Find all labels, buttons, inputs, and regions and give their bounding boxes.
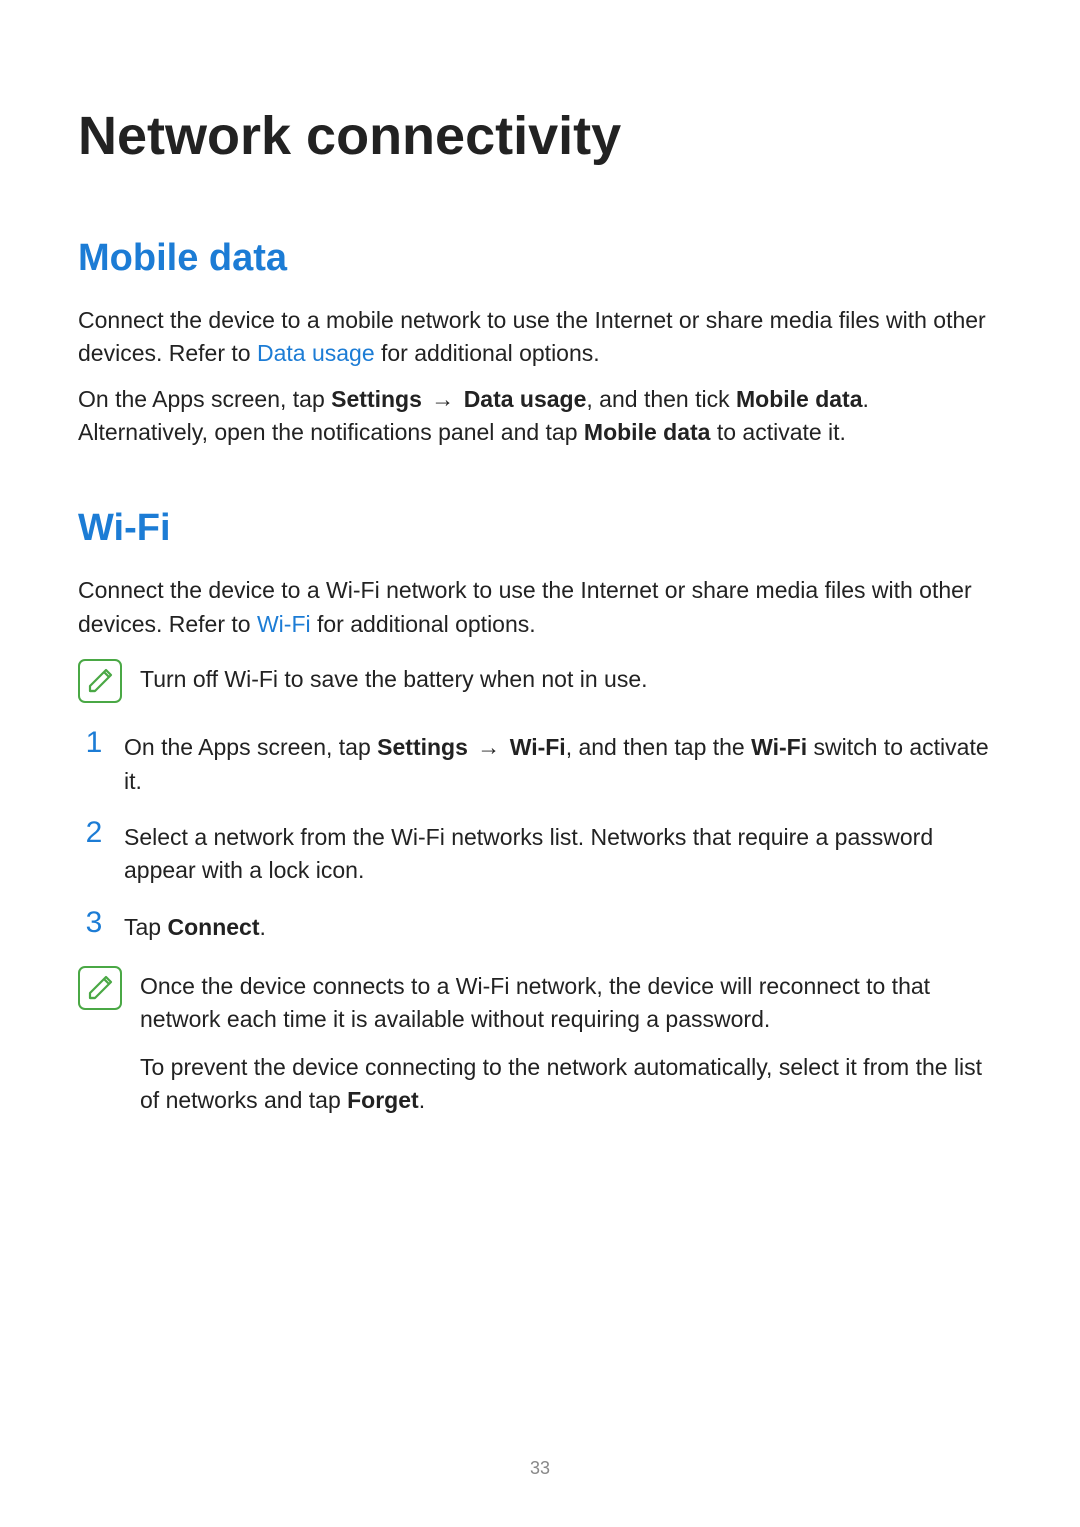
- step-3: 3 Tap Connect.: [78, 908, 1002, 944]
- step-1-body: On the Apps screen, tap Settings → Wi-Fi…: [124, 728, 1002, 798]
- text: .: [419, 1087, 425, 1113]
- bold-mobile-data-2: Mobile data: [584, 419, 711, 445]
- text: Tap: [124, 914, 167, 940]
- bold-connect: Connect: [167, 914, 259, 940]
- arrow-icon: →: [468, 734, 510, 760]
- text: , and then tap the: [566, 734, 751, 760]
- step-2: 2 Select a network from the Wi-Fi networ…: [78, 818, 1002, 888]
- note-battery: Turn off Wi-Fi to save the battery when …: [78, 657, 1002, 710]
- note-icon: [78, 659, 122, 703]
- note-reconnect: Once the device connects to a Wi-Fi netw…: [78, 964, 1002, 1131]
- note-text: Once the device connects to a Wi-Fi netw…: [140, 964, 1002, 1131]
- step-number: 2: [78, 818, 110, 848]
- note-battery-text: Turn off Wi-Fi to save the battery when …: [140, 663, 1002, 696]
- step-1: 1 On the Apps screen, tap Settings → Wi-…: [78, 728, 1002, 798]
- page-content: Network connectivity Mobile data Connect…: [0, 0, 1080, 1132]
- text: for additional options.: [375, 340, 600, 366]
- section-mobile-data: Mobile data Connect the device to a mobi…: [78, 237, 1002, 449]
- link-wifi[interactable]: Wi-Fi: [257, 611, 311, 637]
- step-number: 3: [78, 908, 110, 938]
- text: On the Apps screen, tap: [78, 386, 331, 412]
- bold-settings: Settings: [331, 386, 422, 412]
- heading-mobile-data: Mobile data: [78, 237, 1002, 280]
- step-number: 1: [78, 728, 110, 758]
- page-number: 33: [0, 1458, 1080, 1479]
- step-3-body: Tap Connect.: [124, 908, 1002, 944]
- wifi-paragraph-1: Connect the device to a Wi-Fi network to…: [78, 574, 1002, 641]
- page-title: Network connectivity: [78, 105, 1002, 167]
- text: , and then tick: [586, 386, 736, 412]
- text: .: [259, 914, 265, 940]
- section-wifi: Wi-Fi Connect the device to a Wi-Fi netw…: [78, 507, 1002, 1131]
- arrow-icon: →: [422, 386, 464, 412]
- heading-wifi: Wi-Fi: [78, 507, 1002, 550]
- note-icon: [78, 966, 122, 1010]
- text: To prevent the device connecting to the …: [140, 1054, 982, 1113]
- pencil-icon: [84, 665, 116, 697]
- bold-settings: Settings: [377, 734, 468, 760]
- bold-data-usage: Data usage: [464, 386, 587, 412]
- note-reconnect-p2: To prevent the device connecting to the …: [140, 1051, 1002, 1118]
- bold-forget: Forget: [347, 1087, 419, 1113]
- bold-wifi: Wi-Fi: [510, 734, 566, 760]
- note-text: Turn off Wi-Fi to save the battery when …: [140, 657, 1002, 710]
- mobile-data-paragraph-2: On the Apps screen, tap Settings → Data …: [78, 383, 1002, 450]
- note-reconnect-p1: Once the device connects to a Wi-Fi netw…: [140, 970, 1002, 1037]
- text: for additional options.: [311, 611, 536, 637]
- text: to activate it.: [710, 419, 846, 445]
- mobile-data-paragraph-1: Connect the device to a mobile network t…: [78, 304, 1002, 371]
- bold-wifi-switch: Wi-Fi: [751, 734, 807, 760]
- link-data-usage[interactable]: Data usage: [257, 340, 375, 366]
- text: On the Apps screen, tap: [124, 734, 377, 760]
- pencil-icon: [84, 972, 116, 1004]
- step-2-body: Select a network from the Wi-Fi networks…: [124, 818, 1002, 888]
- bold-mobile-data: Mobile data: [736, 386, 863, 412]
